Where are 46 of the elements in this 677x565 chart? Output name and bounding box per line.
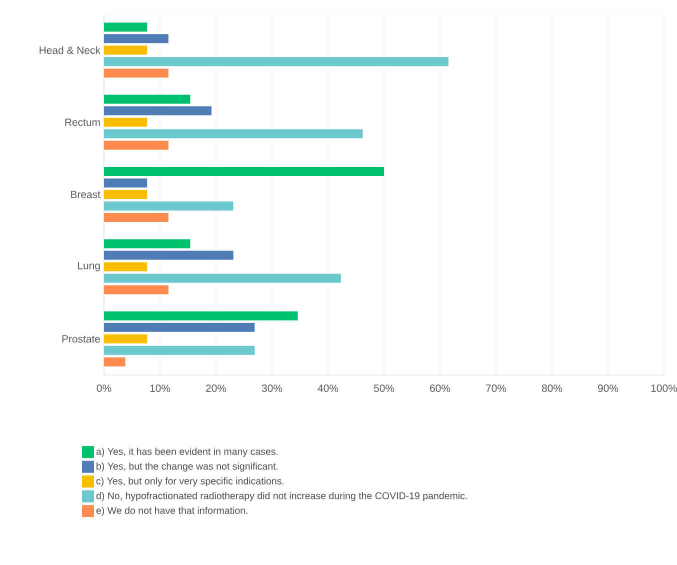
legend-label: c) Yes, but only for very specific indications. bbox=[96, 477, 284, 486]
x-tick-label: 30% bbox=[262, 384, 282, 392]
bar bbox=[104, 129, 363, 138]
bar bbox=[104, 68, 168, 78]
bar bbox=[104, 274, 341, 283]
x-tick-label: 40% bbox=[318, 384, 338, 392]
x-tick-label: 0% bbox=[96, 384, 112, 392]
bar bbox=[104, 311, 298, 320]
bar bbox=[104, 140, 168, 150]
x-tick-label: 80% bbox=[542, 384, 562, 392]
bar bbox=[104, 34, 168, 44]
bar bbox=[104, 178, 148, 188]
bar bbox=[104, 190, 148, 200]
bar bbox=[104, 46, 148, 55]
legend-label: b) Yes, but the change was not significant. bbox=[96, 462, 278, 472]
y-tick-label: Head & Neck bbox=[40, 46, 100, 54]
bar bbox=[104, 285, 168, 294]
y-tick-label: Rectum bbox=[65, 118, 100, 126]
bar bbox=[104, 167, 384, 176]
bar bbox=[104, 202, 234, 211]
x-tick-label: 60% bbox=[430, 384, 450, 392]
bar bbox=[104, 322, 255, 332]
x-tick-label: 90% bbox=[598, 384, 618, 392]
bar bbox=[104, 239, 190, 248]
bar bbox=[104, 346, 255, 355]
bar bbox=[104, 118, 148, 127]
bar bbox=[104, 57, 448, 66]
x-tick-label: 20% bbox=[206, 384, 226, 392]
y-tick-label: Breast bbox=[71, 190, 100, 198]
x-tick-label: 50% bbox=[374, 384, 394, 392]
bar bbox=[104, 334, 148, 344]
bar bbox=[104, 213, 168, 222]
bar bbox=[104, 357, 126, 366]
bar bbox=[104, 106, 212, 116]
bar bbox=[104, 22, 148, 32]
legend-label: d) No, hypofractionated radiotherapy did not increase during the COVID-19 pandemic. bbox=[96, 492, 467, 502]
bar bbox=[104, 94, 190, 104]
x-tick-label: 100% bbox=[651, 384, 677, 392]
bar bbox=[104, 262, 148, 272]
x-tick-label: 70% bbox=[486, 384, 506, 392]
y-tick-label: Lung bbox=[78, 262, 100, 272]
bar bbox=[104, 250, 234, 260]
legend-label: e) We do not have that information. bbox=[96, 506, 248, 516]
x-tick-label: 10% bbox=[150, 384, 170, 392]
y-tick-label: Prostate bbox=[62, 335, 100, 343]
legend-label: a) Yes, it has been evident in many cases. bbox=[96, 448, 278, 457]
